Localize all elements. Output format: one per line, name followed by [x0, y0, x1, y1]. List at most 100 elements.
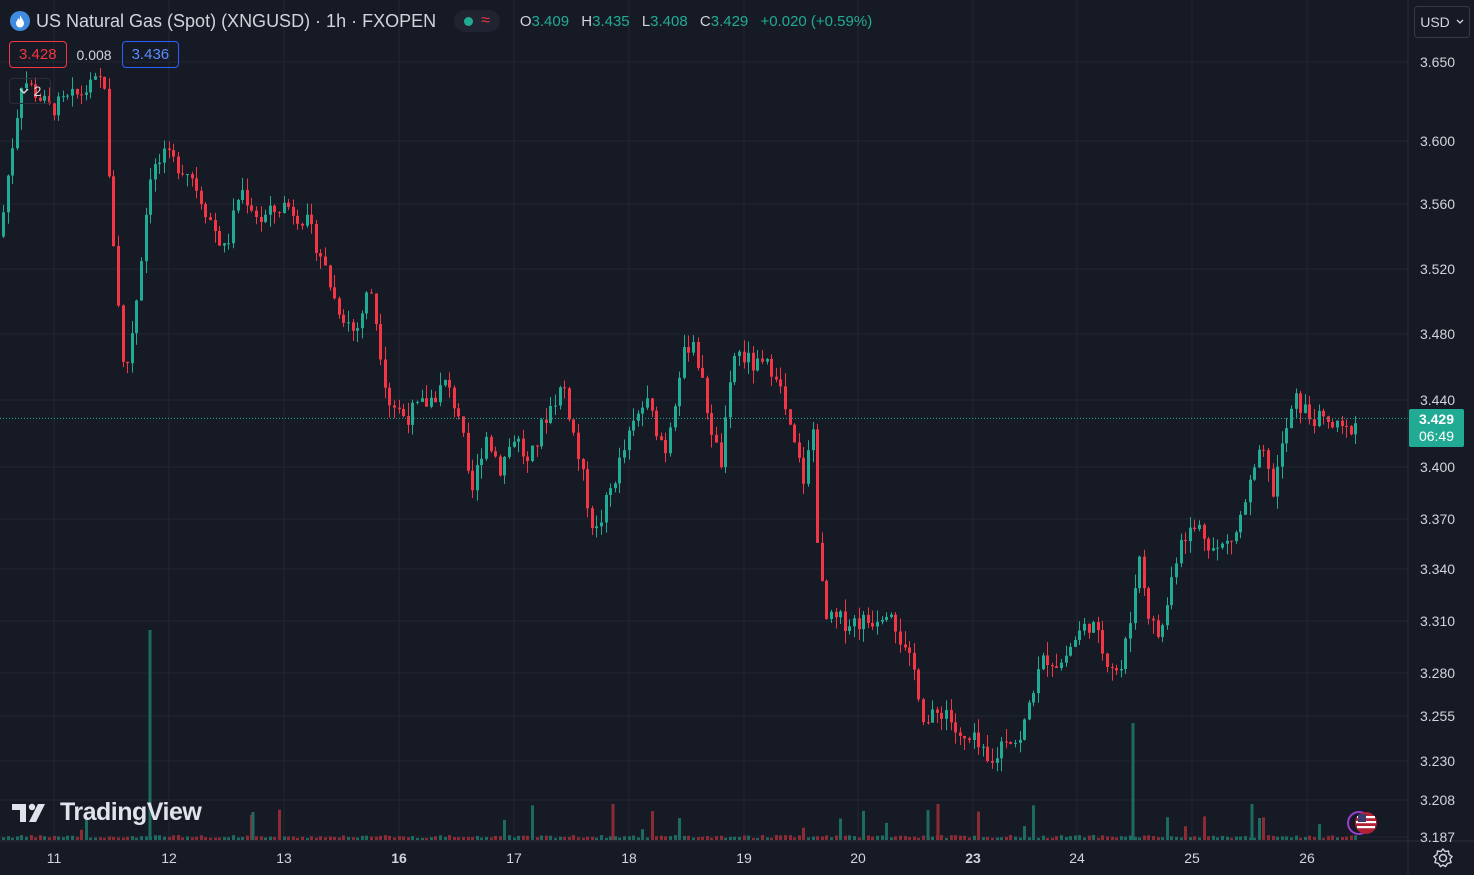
- volume-bar: [913, 836, 916, 840]
- candle-body: [858, 618, 861, 630]
- candle-body: [1046, 655, 1049, 666]
- volume-bar: [255, 836, 258, 840]
- candle-body: [1019, 739, 1022, 743]
- volume-bar: [361, 835, 364, 840]
- candle-body: [287, 202, 290, 207]
- volume-bar: [227, 837, 230, 840]
- candle-body: [991, 761, 994, 763]
- volume-bar: [1272, 835, 1275, 840]
- tradingview-logo[interactable]: TradingView: [12, 798, 202, 827]
- volume-bar: [246, 835, 249, 840]
- candle-body: [1157, 620, 1160, 637]
- candle-body: [1193, 527, 1196, 530]
- volume-bar: [582, 837, 585, 840]
- volume-bar: [568, 836, 571, 840]
- candle-body: [1138, 556, 1141, 589]
- flame-icon: [10, 11, 30, 31]
- volume-bar: [513, 837, 516, 840]
- volume-bar: [1281, 836, 1284, 840]
- volume-bar: [1216, 837, 1219, 840]
- currency-select[interactable]: USD: [1414, 6, 1470, 38]
- candle-body: [963, 735, 966, 739]
- candle-body: [982, 746, 985, 748]
- candle-body: [692, 342, 695, 353]
- volume-bar: [720, 835, 723, 840]
- candle-body: [1184, 540, 1187, 542]
- volume-bar: [439, 835, 442, 840]
- candle-body: [614, 483, 617, 489]
- volume-bar: [549, 835, 552, 840]
- candle-body: [227, 243, 230, 245]
- us-flag-events-icon[interactable]: [1345, 809, 1379, 837]
- volume-bar: [1345, 836, 1348, 840]
- volume-bar: [738, 836, 741, 840]
- volume-bar: [701, 836, 704, 840]
- price-tick-label: 3.520: [1420, 261, 1455, 277]
- indicators-toggle-button[interactable]: 2: [9, 78, 51, 104]
- candle-body: [448, 379, 451, 388]
- sell-price-button[interactable]: 3.428: [9, 41, 67, 68]
- volume-bar: [16, 836, 19, 840]
- symbol-title[interactable]: US Natural Gas (Spot) (XNGUSD) · 1h · FX…: [36, 10, 437, 31]
- candle-body: [53, 103, 56, 116]
- volume-spike: [611, 804, 615, 840]
- volume-bar: [996, 837, 999, 840]
- volume-bar: [1042, 835, 1045, 840]
- volume-bar: [1134, 836, 1137, 840]
- price-axis[interactable]: 3.650 3.600 3.560 3.520 3.480 3.440 3.400 3.370…: [1420, 54, 1455, 845]
- volume-bar: [448, 835, 451, 840]
- candle-body: [1281, 443, 1284, 467]
- volume-bar: [793, 837, 796, 840]
- candle-body: [637, 413, 640, 421]
- volume-bar: [508, 835, 511, 840]
- candle-body: [319, 253, 322, 257]
- price-tick-label: 3.340: [1420, 561, 1455, 577]
- volume-bar: [618, 837, 621, 840]
- volume-bar: [982, 837, 985, 840]
- volume-bar: [968, 837, 971, 840]
- candle-body: [945, 710, 948, 719]
- candle-body: [1134, 588, 1137, 624]
- candle-body: [761, 358, 764, 362]
- volume-bar: [66, 835, 69, 840]
- candle-body: [1318, 410, 1321, 427]
- volume-bar: [747, 835, 750, 840]
- volume-bar: [7, 836, 10, 840]
- market-open-dot-icon: [464, 16, 474, 26]
- candle-body: [1014, 742, 1017, 744]
- buy-price-button[interactable]: 3.436: [121, 41, 180, 68]
- volume-bar: [25, 836, 28, 840]
- settings-gear-icon[interactable]: [1432, 847, 1454, 869]
- candle-body: [825, 580, 828, 619]
- price-tick-label: 3.187: [1420, 829, 1455, 845]
- candle-body: [1032, 693, 1035, 703]
- candle-body: [117, 245, 120, 306]
- volume-bar: [30, 835, 33, 840]
- candle-body: [241, 190, 244, 200]
- volume-spike: [1250, 804, 1254, 840]
- candle-body: [480, 458, 483, 466]
- candle-body: [876, 621, 879, 627]
- volume-bar: [1336, 837, 1339, 840]
- volume-bar: [1341, 836, 1344, 840]
- status-pills[interactable]: ≈: [454, 10, 500, 32]
- volume-bar: [154, 835, 157, 840]
- candle-body: [1203, 524, 1206, 539]
- volume-bar: [181, 837, 184, 840]
- volume-bar: [931, 836, 934, 840]
- candle-body: [1304, 404, 1307, 413]
- volume-bar: [1304, 837, 1307, 840]
- candle-body: [733, 355, 736, 383]
- candle-body: [1005, 741, 1008, 743]
- candle-body: [209, 217, 212, 221]
- time-axis[interactable]: 11 12 13 16 17 18 19 20 23 24 25 26: [47, 850, 1315, 866]
- candle-body: [940, 712, 943, 719]
- volume-bar: [899, 835, 902, 840]
- candle-body: [729, 382, 732, 418]
- candle-body: [950, 710, 953, 723]
- candle-body: [830, 611, 833, 619]
- volume-bar: [853, 836, 856, 840]
- volume-bar: [1262, 817, 1265, 840]
- volume-bar: [1235, 836, 1238, 840]
